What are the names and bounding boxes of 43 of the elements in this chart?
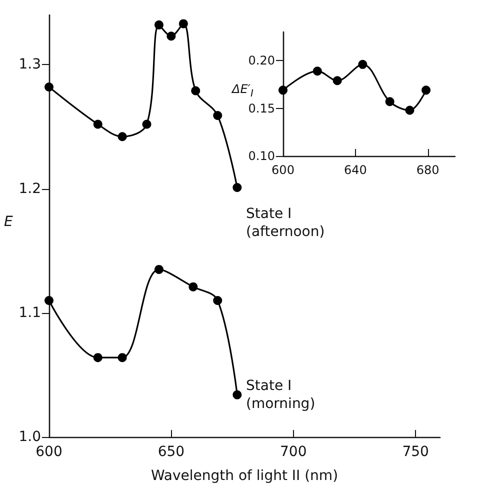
point: [213, 111, 222, 120]
x-tick-label: 650: [158, 444, 185, 460]
point: [232, 390, 242, 400]
y-tick-label: 1.3: [18, 56, 41, 73]
point: [358, 60, 368, 69]
point: [312, 66, 322, 76]
annotation: State I (afternoon): [246, 206, 325, 240]
point: [422, 86, 431, 95]
y-axis-title: E: [4, 214, 13, 230]
x-tick-label: 600: [272, 163, 294, 177]
point: [278, 86, 288, 95]
y-tick-label: 0.10: [248, 149, 275, 163]
point: [93, 120, 102, 129]
point: [118, 353, 127, 362]
point: [44, 296, 54, 305]
point: [166, 32, 176, 41]
y-tick-label: 1.2: [18, 180, 41, 197]
x-axis-title: Wavelength of light II (nm): [150, 468, 338, 484]
point: [178, 19, 188, 28]
point: [385, 97, 394, 106]
point: [118, 132, 127, 142]
x-tick-label: 750: [402, 444, 429, 460]
point: [154, 264, 164, 274]
x-tick-label: 680: [416, 163, 440, 177]
point: [142, 120, 152, 129]
point: [213, 296, 222, 305]
y-tick-label: 1.0: [18, 429, 41, 445]
point: [93, 353, 102, 362]
annotation: State I (morning): [246, 378, 316, 412]
y-tick-label: 0.20: [248, 54, 275, 68]
point: [154, 20, 164, 30]
point: [188, 282, 198, 292]
point: [405, 106, 414, 115]
y-tick-label: 1.1: [18, 304, 41, 321]
x-tick-label: 600: [36, 444, 62, 460]
point: [191, 86, 200, 96]
x-tick-label: 700: [280, 444, 307, 460]
y-axis-title: ΔE′$_{I}$: [232, 82, 254, 100]
x-tick-label: 640: [344, 163, 367, 177]
y-tick-label: 0.15: [248, 101, 275, 116]
point: [232, 183, 242, 192]
point: [44, 82, 54, 92]
point: [332, 76, 342, 86]
